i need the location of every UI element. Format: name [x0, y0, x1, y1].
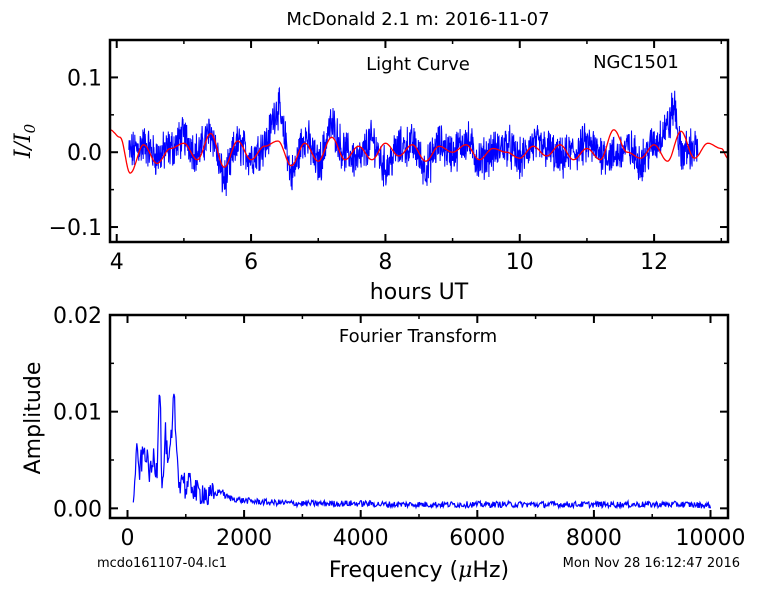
fourier-transform-ticks: 0 2000 4000 6000 8000 10000 0.00 0.01 0.02	[53, 304, 745, 551]
fourier-transform-annotation: Fourier Transform	[339, 326, 497, 347]
fourier-x-tick-label: 2000	[216, 526, 272, 551]
fourier-x-tick-label: 8000	[566, 526, 622, 551]
fourier-x-tick-label: 6000	[449, 526, 505, 551]
light-curve-x-tick-label: 6	[244, 250, 258, 275]
light-curve-x-tick-label: 8	[378, 250, 392, 275]
light-curve-x-axis-label: hours UT	[370, 280, 469, 305]
fourier-y-tick-label: 0.01	[53, 401, 102, 426]
light-curve-x-tick-label: 4	[110, 250, 124, 275]
fourier-y-axis-label: Amplitude	[21, 362, 46, 475]
light-curve-y-axis-label: I/I0	[11, 123, 39, 159]
object-name-label: NGC1501	[593, 52, 679, 73]
light-curve-model-line	[110, 129, 728, 174]
light-curve-panel: 4 6 8 10 12 −0.1 0.0 0.1 Light Curve NGC1501 ho…	[11, 38, 730, 305]
data-file-name: mcdo161107-04.lc1	[97, 556, 227, 571]
fourier-x-tick-label: 0	[120, 526, 134, 551]
figure-title: McDonald 2.1 m: 2016-11-07	[286, 9, 549, 30]
light-curve-y-tick-label: 0.1	[67, 66, 102, 91]
fourier-x-tick-label: 10000	[676, 526, 746, 551]
fourier-amplitude-line	[132, 393, 712, 510]
fourier-transform-panel: 0 2000 4000 6000 8000 10000 0.00 0.01 0.02 Fouri…	[21, 304, 746, 583]
fourier-y-tick-label: 0.02	[53, 304, 102, 329]
light-curve-observations-line	[128, 86, 699, 197]
light-curve-x-tick-label: 12	[640, 250, 668, 275]
fourier-x-tick-label: 4000	[333, 526, 389, 551]
generation-timestamp: Mon Nov 28 16:12:47 2016	[563, 556, 740, 571]
light-curve-x-tick-label: 10	[506, 250, 534, 275]
fourier-x-axis-label: Frequency (μHz)	[329, 558, 509, 583]
light-curve-ticks: 4 6 8 10 12 −0.1 0.0 0.1	[49, 39, 728, 275]
light-curve-y-tick-label: −0.1	[49, 216, 102, 241]
light-curve-annotation: Light Curve	[366, 54, 470, 75]
light-curve-frame	[108, 38, 730, 244]
light-curve-y-tick-label: 0.0	[67, 141, 102, 166]
fourier-y-tick-label: 0.00	[53, 497, 102, 522]
